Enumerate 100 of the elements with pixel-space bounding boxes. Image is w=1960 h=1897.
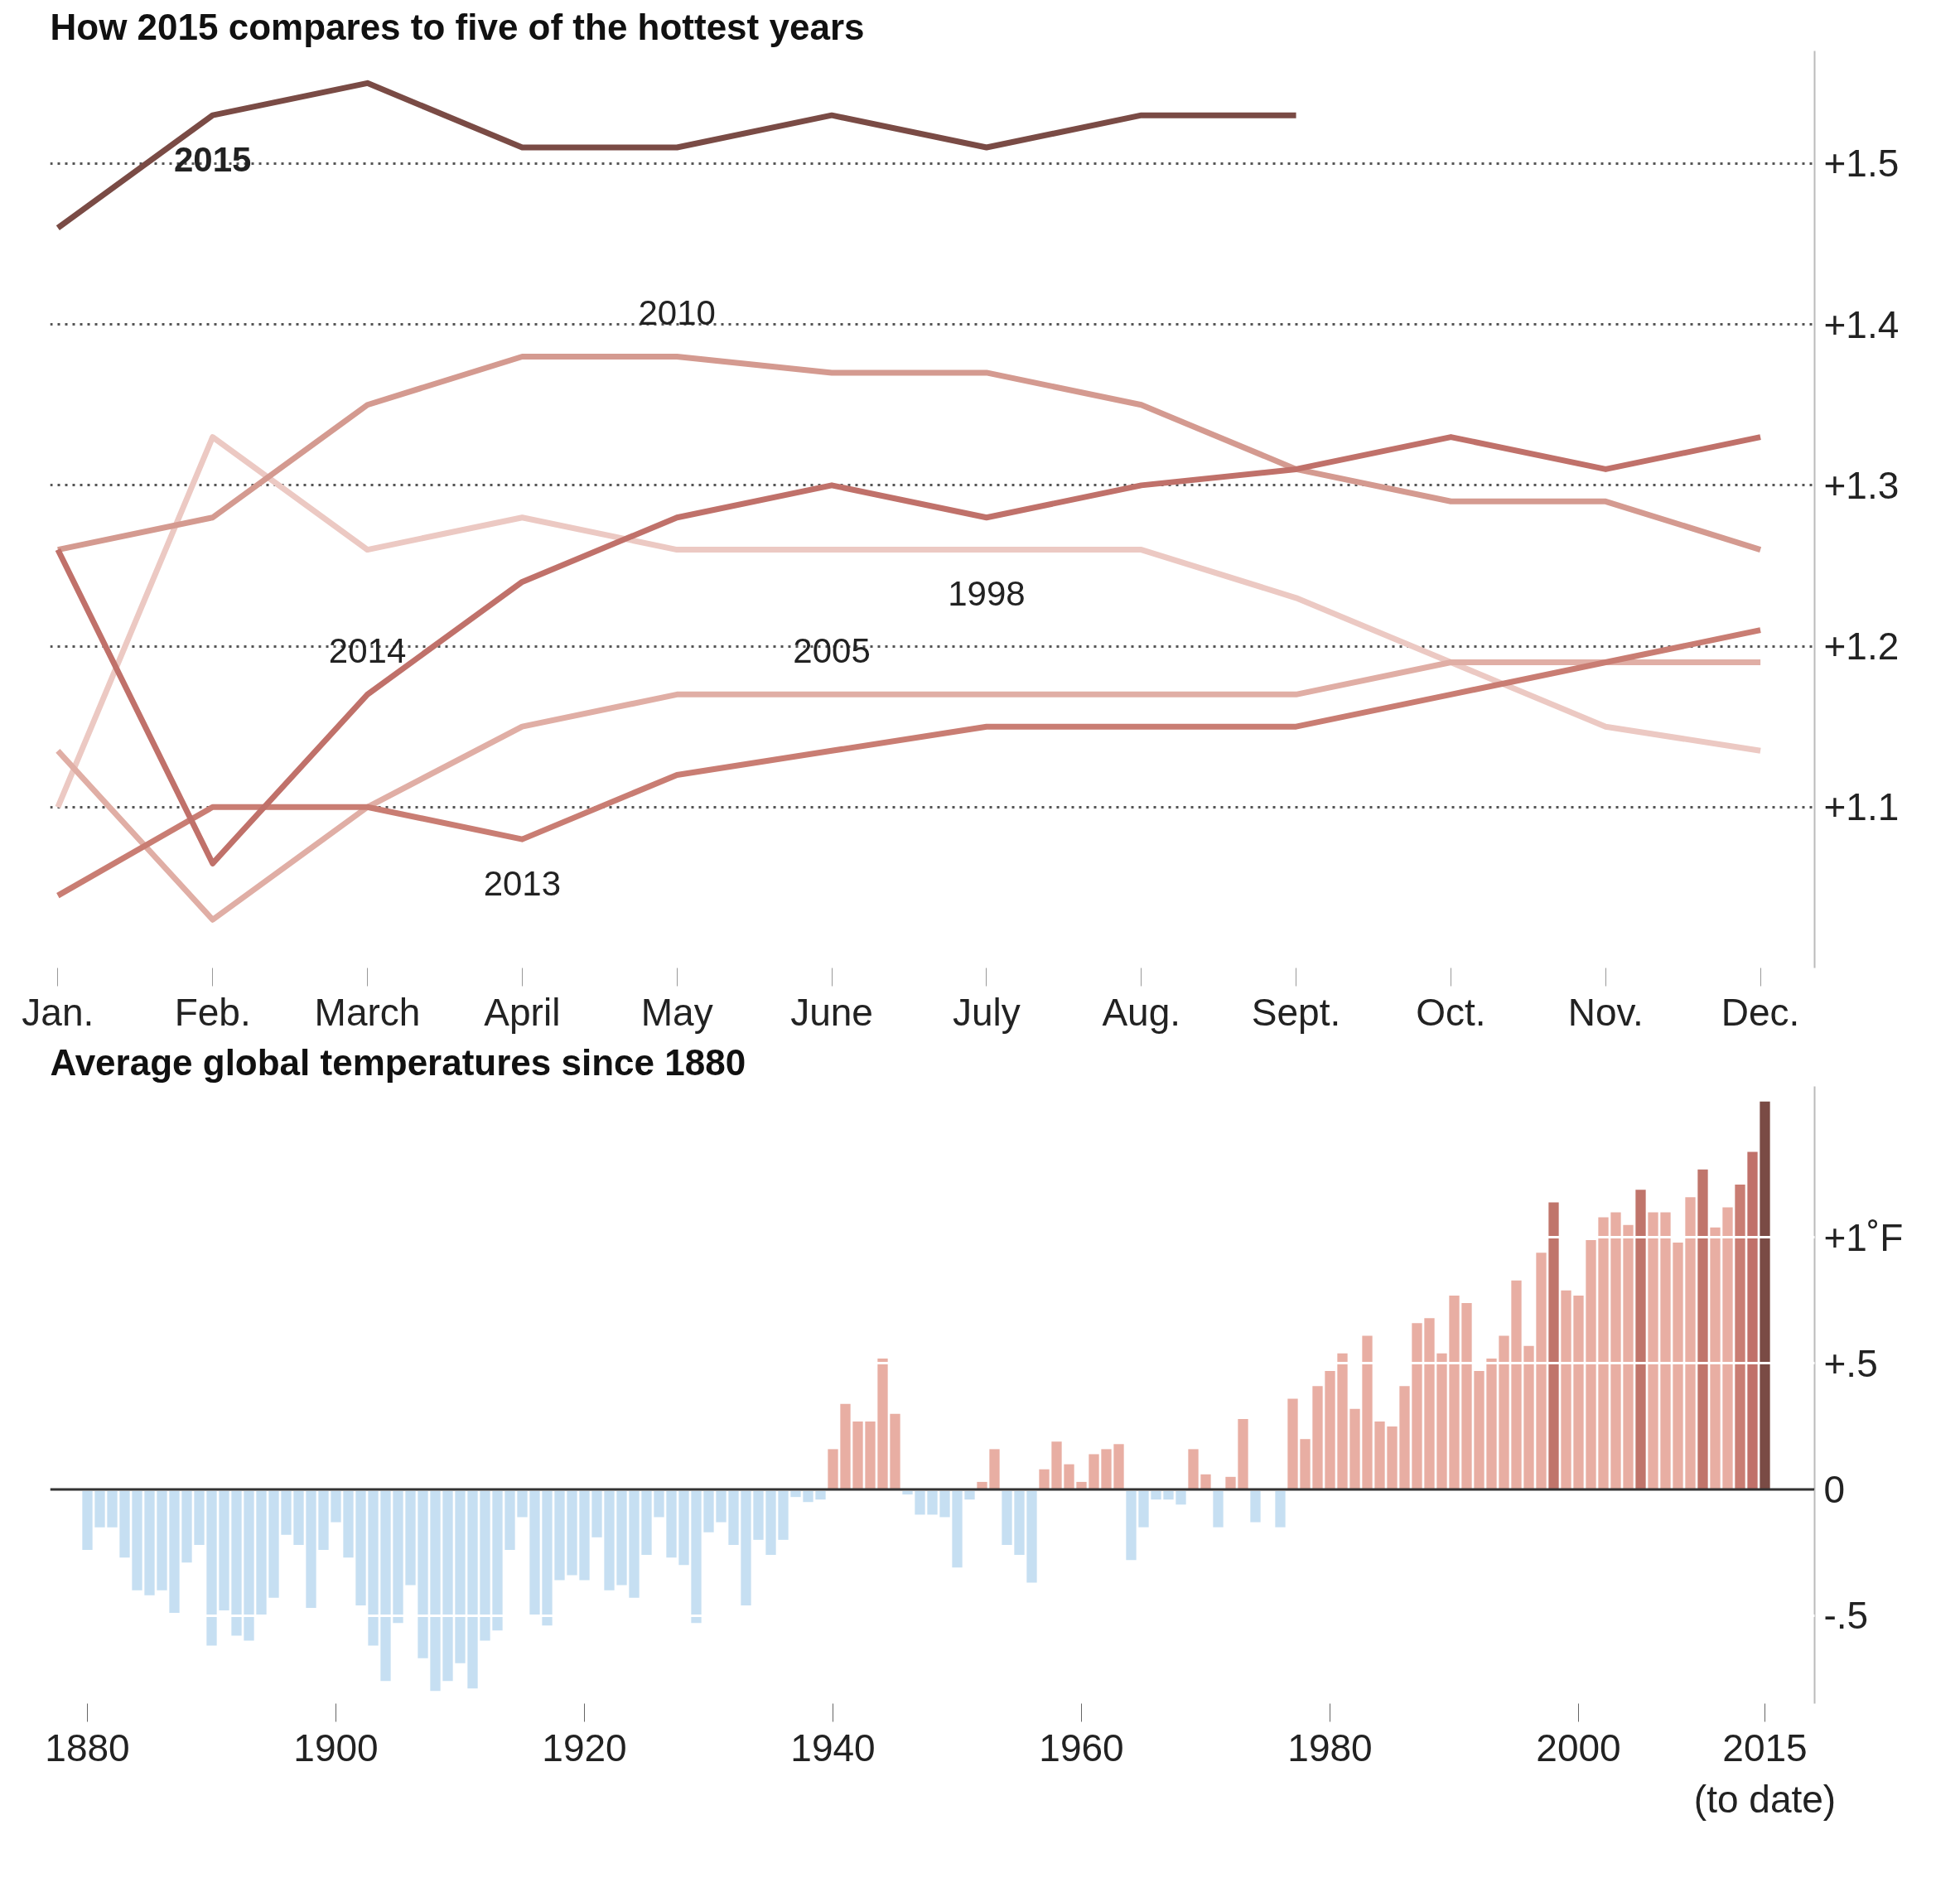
bar — [1101, 1449, 1112, 1490]
bar — [1138, 1489, 1149, 1528]
bar — [753, 1489, 764, 1540]
series-label: 1998 — [948, 574, 1026, 614]
bar — [206, 1489, 217, 1646]
bar — [1573, 1295, 1584, 1490]
bar — [1436, 1353, 1447, 1490]
bar — [1598, 1217, 1609, 1490]
bar — [1225, 1476, 1236, 1490]
bar — [504, 1489, 515, 1551]
bar — [181, 1489, 192, 1563]
bar — [1548, 1202, 1559, 1490]
y-tick-label: -.5 — [1823, 1594, 1869, 1638]
x-tick-label: Sept. — [1251, 990, 1341, 1034]
bar — [318, 1489, 329, 1551]
bar — [641, 1489, 652, 1556]
x-tick-label: 2015 (to date) — [1693, 1726, 1837, 1821]
bar — [1523, 1345, 1534, 1490]
bar — [803, 1489, 813, 1503]
bar — [132, 1489, 142, 1590]
bar — [169, 1489, 180, 1614]
bar — [1424, 1318, 1435, 1490]
bar — [529, 1489, 540, 1616]
bar — [654, 1489, 664, 1518]
bar — [306, 1489, 316, 1608]
bar — [94, 1489, 105, 1528]
bar — [1486, 1358, 1497, 1490]
bar — [1374, 1421, 1385, 1490]
bar — [1710, 1227, 1721, 1490]
y-tick-label: +1.5 — [1823, 142, 1900, 186]
bar — [480, 1489, 490, 1641]
bar — [1648, 1212, 1658, 1490]
bar — [430, 1489, 441, 1692]
bar — [1275, 1489, 1286, 1528]
bar — [927, 1489, 938, 1515]
bar — [741, 1489, 751, 1605]
bar — [1076, 1481, 1087, 1490]
chart-title: How 2015 compares to five of the hottest years — [50, 6, 865, 47]
bar — [256, 1489, 267, 1616]
bar — [828, 1449, 838, 1490]
bar — [1561, 1290, 1571, 1490]
x-tick-label: 1880 — [45, 1726, 130, 1769]
bar — [1586, 1239, 1596, 1490]
bar — [1188, 1449, 1199, 1490]
bar — [1287, 1398, 1298, 1490]
bar — [1635, 1190, 1646, 1490]
y-tick-label: +.5 — [1823, 1341, 1878, 1385]
x-tick-label: March — [314, 990, 421, 1034]
bar — [331, 1489, 341, 1523]
x-tick-label: July — [952, 990, 1021, 1034]
bar — [467, 1489, 478, 1689]
bar — [1051, 1441, 1062, 1490]
bar — [418, 1489, 428, 1658]
bar — [852, 1421, 863, 1490]
bar — [1747, 1151, 1758, 1490]
bar — [1089, 1454, 1099, 1490]
bar — [1449, 1295, 1460, 1490]
bar — [1026, 1489, 1037, 1583]
x-tick-label: June — [790, 990, 873, 1034]
bar — [368, 1489, 379, 1646]
bar — [1536, 1253, 1547, 1490]
bar — [678, 1489, 689, 1566]
bar — [952, 1489, 963, 1568]
y-tick-label: +1.2 — [1823, 625, 1900, 669]
bar — [877, 1358, 888, 1490]
bar — [579, 1489, 590, 1581]
bar — [1176, 1489, 1186, 1505]
bar — [1349, 1408, 1360, 1490]
bar — [144, 1489, 155, 1595]
bar — [666, 1489, 677, 1558]
bar — [1126, 1489, 1137, 1561]
bar — [778, 1489, 789, 1540]
bar — [1499, 1335, 1509, 1490]
bar — [1325, 1371, 1335, 1490]
series-label: 2010 — [638, 292, 716, 332]
bar — [281, 1489, 292, 1535]
bar — [492, 1489, 503, 1631]
bar — [405, 1489, 416, 1586]
x-tick-label: Feb. — [174, 990, 251, 1034]
bar — [1113, 1444, 1124, 1490]
x-tick-label: Aug. — [1102, 990, 1181, 1034]
bar — [1312, 1386, 1323, 1490]
bar — [604, 1489, 615, 1590]
bar — [1362, 1335, 1373, 1490]
bar — [107, 1489, 118, 1528]
chart-title: Average global temperatures since 1880 — [50, 1041, 746, 1083]
bar — [1760, 1101, 1770, 1490]
bar — [1337, 1353, 1348, 1490]
bar — [1610, 1212, 1621, 1490]
y-tick-label: +1.4 — [1823, 302, 1900, 346]
bar — [268, 1489, 279, 1598]
bar — [1200, 1474, 1211, 1490]
x-tick-label: 1900 — [293, 1726, 379, 1769]
bar — [231, 1489, 242, 1636]
bar — [1064, 1464, 1074, 1490]
bar — [1623, 1224, 1634, 1490]
bar — [840, 1403, 851, 1490]
bar — [939, 1489, 950, 1518]
bar — [691, 1489, 702, 1624]
series-label: 2014 — [328, 630, 407, 670]
